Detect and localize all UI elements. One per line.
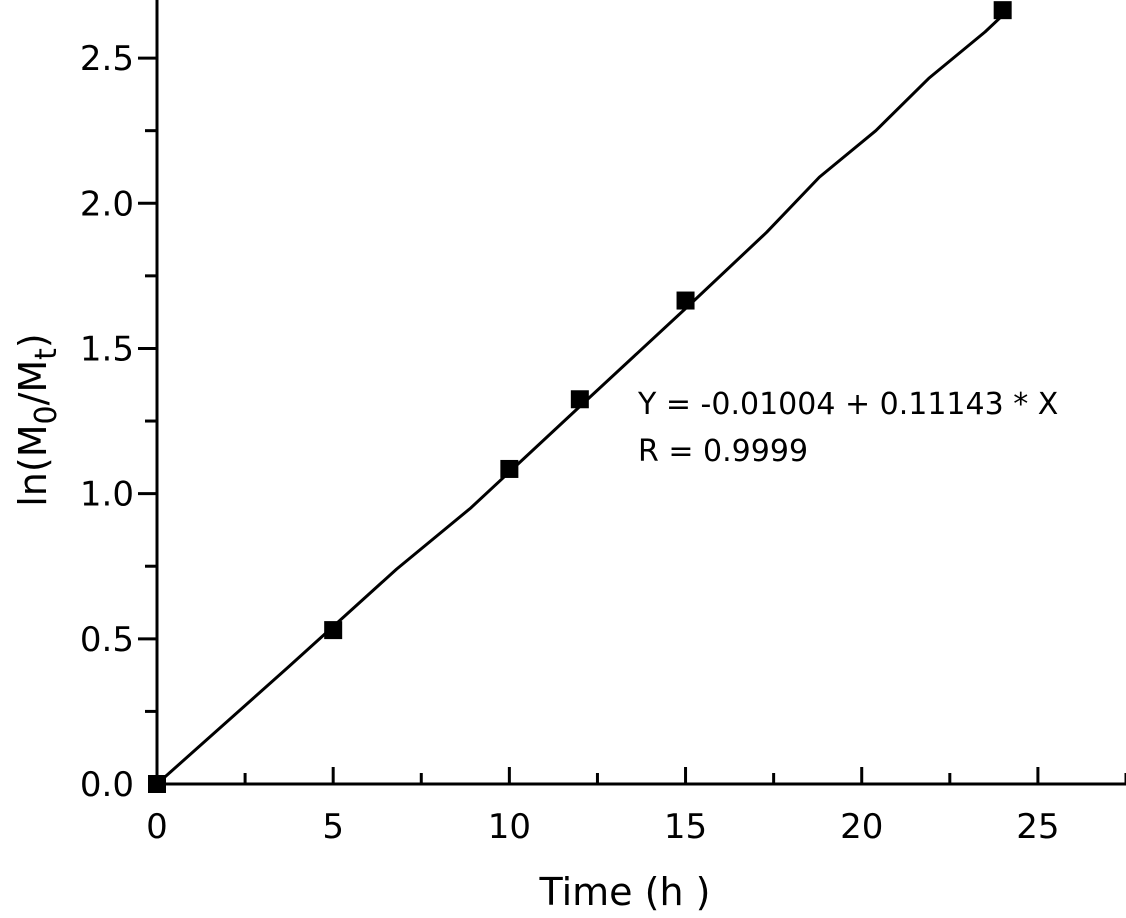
fit-line: [156, 7, 1011, 786]
y-tick-label: 0.5: [80, 620, 134, 660]
data-point: [570, 390, 589, 409]
y-tick-label: 0.0: [80, 765, 134, 805]
x-tick-label: 5: [322, 807, 344, 847]
data-point: [148, 775, 166, 793]
y-title-sub-t: t: [29, 348, 64, 360]
x-tick-label: 0: [146, 807, 168, 847]
x-tick-label: 25: [1016, 807, 1059, 847]
data-point: [324, 621, 343, 640]
data-point: [500, 459, 519, 478]
data-points: [148, 1, 1012, 793]
y-tick-label: 2.0: [80, 184, 134, 224]
data-point: [676, 291, 695, 310]
y-title-part-3: ): [11, 333, 55, 348]
x-axis: 0 5 10 15 20 25: [146, 767, 1126, 847]
y-title-part-2: /M: [11, 360, 55, 406]
x-tick-label: 20: [840, 807, 883, 847]
y-axis-title: ln(M0/Mt): [11, 333, 64, 507]
x-tick-label: 10: [488, 807, 531, 847]
y-tick-label: 1.5: [80, 329, 134, 369]
y-tick-label: 1.0: [80, 475, 134, 515]
y-tick-label: 2.5: [80, 39, 134, 79]
y-title-sub-0: 0: [29, 405, 64, 424]
y-title-part-1: ln(M: [11, 425, 55, 507]
x-tick-label: 15: [664, 807, 707, 847]
y-axis: 0.0 0.5 1.0 1.5 2.0 2.5: [80, 0, 159, 805]
x-axis-title: Time (h ): [539, 870, 711, 914]
fit-equation: Y = -0.01004 + 0.11143 * X: [637, 387, 1058, 422]
fit-r-value: R = 0.9999: [638, 434, 808, 469]
data-point: [993, 1, 1012, 20]
fit-line-group: [156, 7, 1011, 786]
